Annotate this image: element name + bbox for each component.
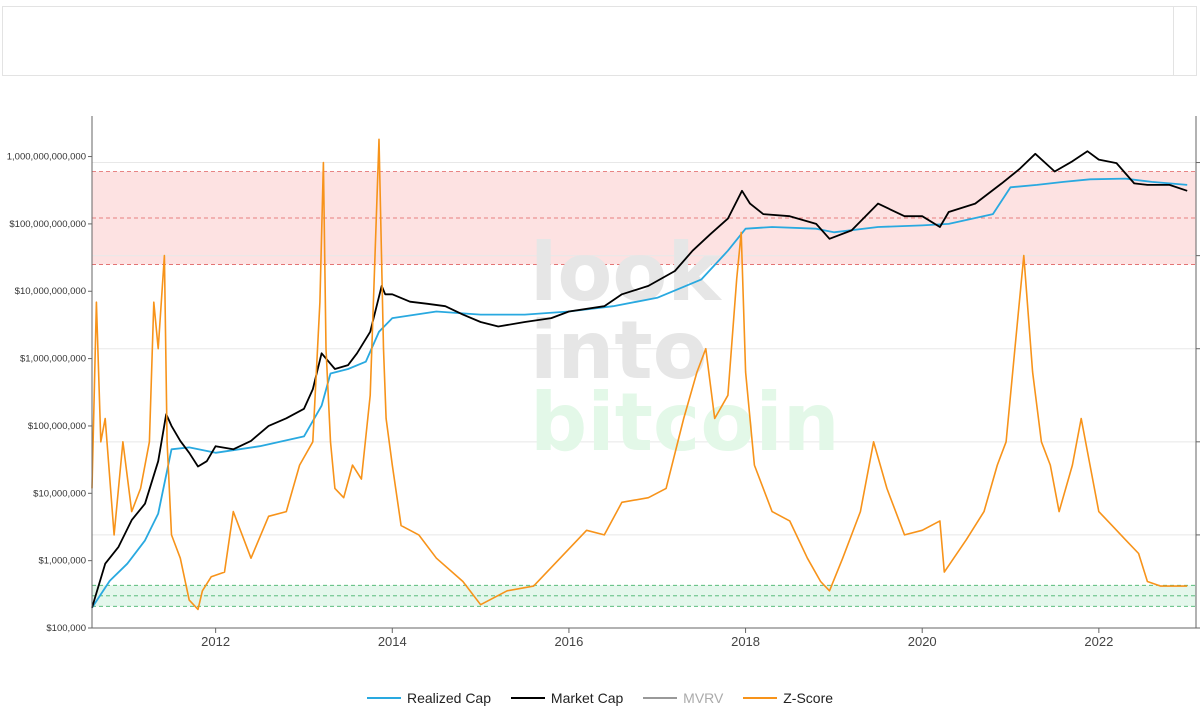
watermark: look into bitcoin bbox=[530, 226, 840, 469]
y-tick-label: $10,000,000 bbox=[33, 488, 86, 499]
y-tick-label: 1,000,000,000,000 bbox=[7, 152, 86, 163]
x-tick-label: 2012 bbox=[201, 634, 230, 649]
legend-swatch-market bbox=[510, 697, 545, 699]
y-tick-label: $100,000,000,000 bbox=[9, 219, 86, 230]
valuation-bands bbox=[92, 171, 1196, 607]
series-layer bbox=[91, 138, 1188, 611]
axes: $100,000 $1,000,000 $10,000,000 $100,000,00… bbox=[7, 116, 1200, 649]
legend-market-cap[interactable]: Market Cap bbox=[510, 690, 624, 706]
x-tick-label: 2016 bbox=[554, 634, 583, 649]
legend: Realized Cap Market Cap MVRV Z-Score bbox=[0, 686, 1200, 706]
legend-label-realized: Realized Cap bbox=[406, 690, 492, 706]
toolbar-panel bbox=[2, 6, 1197, 76]
market-cap-line bbox=[91, 150, 1188, 608]
y-tick-label: $100,000 bbox=[46, 623, 86, 634]
legend-realized-cap[interactable]: Realized Cap bbox=[366, 690, 492, 706]
x-tick-label: 2022 bbox=[1084, 634, 1113, 649]
y-tick-label: $100,000,000 bbox=[28, 421, 86, 432]
legend-label-mvrv: MVRV bbox=[683, 690, 724, 706]
zscore-line bbox=[91, 138, 1188, 611]
legend-label-market: Market Cap bbox=[550, 690, 624, 706]
legend-label-zscore: Z-Score bbox=[783, 690, 834, 706]
watermark-line-3: bitcoin bbox=[530, 376, 840, 469]
x-tick-label: 2020 bbox=[908, 634, 937, 649]
x-tick-label: 2014 bbox=[378, 634, 407, 649]
y-tick-label: $1,000,000,000 bbox=[20, 354, 86, 365]
x-tick-label: 2018 bbox=[731, 634, 760, 649]
bottom-band bbox=[92, 585, 1196, 607]
y-tick-label: $10,000,000,000 bbox=[15, 286, 86, 297]
toolbar-divider bbox=[1173, 7, 1174, 75]
legend-swatch-mvrv bbox=[643, 697, 678, 699]
legend-swatch-realized bbox=[366, 697, 401, 699]
legend-swatch-zscore bbox=[743, 697, 778, 699]
watermark-line-2: into bbox=[530, 304, 708, 397]
y-tick-label: $1,000,000 bbox=[38, 556, 86, 567]
chart-canvas: look into bitcoin $100,000 $1,000,000 $10,… bbox=[7, 116, 1200, 649]
legend-zscore[interactable]: Z-Score bbox=[743, 690, 833, 706]
legend-mvrv[interactable]: MVRV bbox=[643, 690, 723, 706]
